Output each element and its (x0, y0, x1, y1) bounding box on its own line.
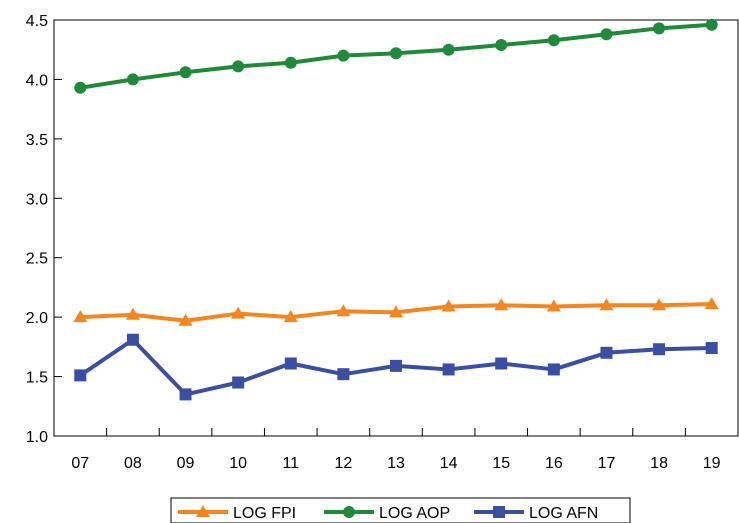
y-tick-label: 1.0 (26, 429, 48, 446)
x-tick-label: 08 (124, 455, 142, 472)
data-point (599, 298, 614, 311)
data-point (337, 368, 350, 381)
data-point (231, 306, 246, 319)
y-tick-label: 2.0 (26, 310, 48, 327)
y-tick-label: 3.0 (26, 191, 48, 208)
data-point (232, 60, 245, 73)
data-point (336, 304, 351, 317)
x-axis: 07 08 09 10 11 12 13 14 15 16 17 18 19 (71, 428, 721, 472)
y-tick-label: 2.5 (26, 251, 48, 268)
x-tick-label: 07 (71, 455, 89, 472)
legend-label: LOG FPI (233, 505, 296, 522)
legend-item: LOG FPI (178, 505, 296, 522)
data-point (283, 310, 298, 323)
data-point (547, 363, 560, 376)
data-point (74, 369, 87, 382)
y-tick-label: 3.5 (26, 132, 48, 149)
data-point (652, 298, 667, 311)
data-point (442, 363, 455, 376)
data-point (600, 346, 613, 359)
x-tick-label: 09 (177, 455, 195, 472)
axes (53, 19, 739, 437)
x-tick-label: 10 (229, 455, 247, 472)
data-point (232, 376, 245, 389)
data-point (546, 299, 561, 312)
data-point (179, 66, 192, 79)
x-tick-label: 11 (282, 455, 299, 472)
data-point (442, 43, 455, 56)
data-point (441, 299, 456, 312)
x-tick-label: 14 (440, 455, 458, 472)
data-point (705, 342, 718, 355)
data-point (390, 359, 402, 372)
data-point (705, 18, 718, 31)
data-point (390, 47, 402, 60)
legend-marker (343, 506, 355, 518)
data-point (653, 343, 666, 356)
legend-item: LOG AOP (324, 505, 450, 522)
data-point (284, 357, 297, 370)
y-tick-label: 1.5 (26, 370, 48, 387)
data-point (389, 305, 403, 318)
series-log-fpi (73, 297, 719, 326)
data-point (73, 310, 88, 323)
x-tick-label: 13 (387, 455, 405, 472)
data-point (495, 38, 508, 51)
data-point (74, 81, 87, 94)
data-point (494, 298, 509, 311)
legend-item: LOG AFN (474, 505, 598, 522)
data-point (126, 333, 139, 346)
data-point (337, 49, 350, 62)
plot-frame (53, 19, 739, 437)
data-point (125, 307, 140, 320)
legend-label: LOG AOP (379, 505, 450, 522)
data-point (495, 357, 508, 370)
data-point (704, 297, 719, 310)
data-point (547, 34, 560, 47)
x-tick-label: 17 (598, 455, 616, 472)
plot-area (73, 18, 719, 401)
series-log-aop (74, 18, 718, 94)
series-log-afn (74, 333, 718, 401)
data-point (653, 22, 666, 35)
y-tick-label: 4.5 (26, 13, 48, 30)
legend: LOG FPI LOG AOP LOG AFN (170, 497, 631, 523)
y-tick-label: 4.0 (26, 72, 48, 89)
data-point (600, 28, 613, 41)
x-tick-label: 18 (650, 455, 668, 472)
x-tick-label: 16 (545, 455, 563, 472)
data-point (126, 73, 139, 86)
data-point (284, 56, 297, 69)
legend-marker (196, 505, 210, 517)
x-tick-label: 19 (703, 455, 721, 472)
data-point (178, 313, 193, 326)
y-axis: 1.0 1.5 2.0 2.5 3.0 3.5 4.0 4.5 (26, 13, 62, 446)
data-point (179, 388, 192, 401)
x-tick-label: 15 (492, 455, 510, 472)
legend-marker (493, 506, 505, 518)
legend-box (170, 497, 631, 523)
legend-label: LOG AFN (529, 505, 598, 522)
x-tick-label: 12 (334, 455, 352, 472)
